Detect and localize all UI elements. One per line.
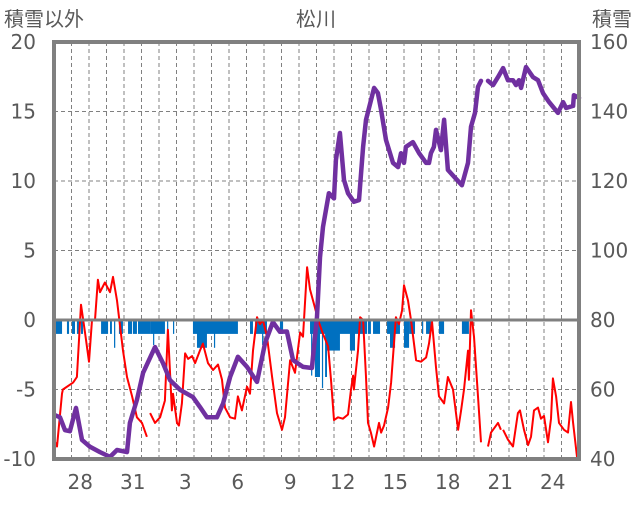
y-tick-label-right: 40	[590, 447, 615, 471]
snow-depth-line	[52, 64, 582, 460]
y-tick-label-left: -5	[16, 378, 36, 402]
x-tick-label: 28	[68, 470, 93, 494]
x-tick-label: 15	[383, 470, 408, 494]
precipitation-bar	[262, 320, 264, 346]
tick-labels: 20 15 10 5 0 -5 -10 160 140 120 100 80 60 40 28 31 3 6 9 12…	[3, 30, 628, 494]
precipitation-bar	[255, 320, 267, 334]
plot-border	[52, 40, 581, 461]
precipitation-bar	[426, 320, 431, 334]
precipitation-bar	[390, 320, 396, 348]
temperature-line	[53, 266, 579, 459]
y-tick-label-left: 20	[11, 30, 36, 54]
x-tick-label: 21	[488, 470, 513, 494]
x-tick-label: 24	[540, 470, 565, 494]
chart-title: 松川	[296, 7, 336, 31]
y-tick-label-right: 160	[590, 30, 628, 54]
precipitation-bar	[101, 320, 109, 334]
series-lines	[52, 64, 582, 460]
precipitation-bar	[66, 320, 70, 334]
precipitation-bar	[150, 320, 165, 334]
precipitation-bar	[80, 320, 84, 334]
precipitation-bar	[54, 320, 63, 334]
x-tick-label: 3	[179, 470, 192, 494]
precipitation-bar	[422, 320, 424, 334]
precipitation-bar	[153, 320, 155, 346]
x-tick-label: 18	[435, 470, 460, 494]
precipitation-bar	[114, 320, 116, 348]
precipitation-bar	[76, 320, 80, 334]
precipitation-bar	[279, 320, 284, 334]
precipitation-bar	[72, 320, 75, 334]
precipitation-bar	[349, 320, 355, 351]
precipitation-bar	[196, 320, 207, 348]
precipitation-bar	[461, 320, 469, 334]
y-tick-label-right: 140	[590, 100, 628, 124]
precipitation-bar	[439, 320, 445, 334]
y-tick-label-right: 120	[590, 169, 628, 193]
y-tick-label-right: 60	[590, 378, 615, 402]
precipitation-bar	[138, 320, 151, 334]
x-tick-label: 9	[284, 470, 297, 494]
x-tick-label: 12	[330, 470, 355, 494]
precipitation-bar	[404, 320, 410, 348]
y-axis-right-label: 積雪	[592, 7, 632, 31]
precipitation-bar	[367, 320, 371, 334]
y-tick-label-left: -10	[3, 447, 36, 471]
precipitation-bar	[321, 320, 324, 389]
x-tick-label: 31	[120, 470, 145, 494]
precipitation-bar	[173, 320, 175, 334]
y-tick-label-left: 0	[23, 308, 36, 332]
precipitation-bar	[167, 320, 169, 334]
precipitation-bar	[327, 320, 340, 351]
y-tick-label-left: 15	[11, 100, 36, 124]
precipitation-bar	[325, 320, 327, 377]
precipitation-bar	[128, 320, 133, 334]
precipitation-bar	[314, 320, 320, 377]
x-tick-label: 6	[231, 470, 244, 494]
y-tick-label-right: 80	[590, 308, 615, 332]
precipitation-bar	[132, 320, 137, 334]
y-tick-label-left: 5	[23, 239, 36, 263]
y-tick-label-left: 10	[11, 169, 36, 193]
y-tick-label-right: 100	[590, 239, 628, 263]
plot-frame	[52, 40, 581, 461]
y-axis-left-label: 積雪以外	[4, 7, 84, 31]
precipitation-bar	[110, 320, 112, 334]
precipitation-bar	[373, 320, 381, 334]
precipitation-bar	[250, 320, 253, 334]
precipitation-bar	[213, 320, 216, 348]
